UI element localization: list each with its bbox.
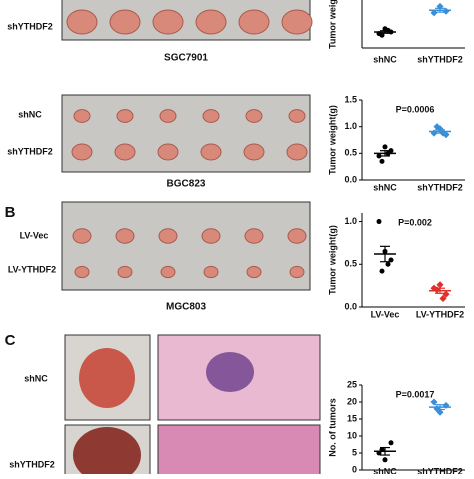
- x-tick-label: LV-Vec: [371, 309, 400, 319]
- tumor: [74, 265, 90, 279]
- tumor: [73, 109, 91, 123]
- caption: SGC7901: [164, 53, 208, 64]
- tumor: [109, 9, 141, 35]
- y-axis-label: Tumor weight(g): [327, 225, 337, 295]
- tumor: [289, 265, 305, 279]
- photo-bgc823: [61, 94, 311, 173]
- tumor: [243, 143, 265, 161]
- tumor-photos: [66, 9, 313, 279]
- tumor: [238, 9, 270, 35]
- data-point: [382, 144, 388, 150]
- tumor-nodule: [206, 352, 254, 392]
- tumor: [203, 265, 219, 279]
- photo-mgc803: [61, 201, 311, 291]
- data-point: [376, 153, 382, 159]
- tumor: [159, 109, 177, 123]
- x-tick-label: shYTHDF2: [417, 182, 463, 192]
- p-value: P=0.0006: [396, 104, 435, 114]
- p-value: P=0.002: [398, 217, 432, 227]
- y-tick-label: 0.0: [344, 301, 357, 311]
- tumor: [160, 265, 176, 279]
- tumor: [201, 228, 221, 244]
- photo-sgc7901: [61, 0, 311, 41]
- tumor: [72, 228, 92, 244]
- row-label: shYTHDF2: [7, 146, 53, 156]
- data-point: [388, 440, 394, 446]
- tumor: [71, 143, 93, 161]
- tumor: [202, 109, 220, 123]
- tumor: [244, 228, 264, 244]
- data-point: [439, 294, 447, 302]
- tumor: [157, 143, 179, 161]
- y-axis-label: No. of tumors: [327, 398, 337, 457]
- y-tick-label: 1.0: [344, 216, 357, 226]
- x-tick-label: shNC: [373, 182, 397, 192]
- tumor: [116, 109, 134, 123]
- y-tick-label: 1.5: [344, 94, 357, 104]
- row-label: LV-Vec: [20, 230, 49, 240]
- tumor: [286, 143, 308, 161]
- data-point: [382, 457, 388, 463]
- row-label: shNC: [18, 109, 42, 119]
- y-tick-label: 0.5: [344, 148, 357, 158]
- x-tick-label: shNC: [373, 466, 397, 474]
- caption: BGC823: [167, 179, 206, 190]
- y-tick-label: 20: [347, 396, 357, 406]
- tumor: [246, 265, 262, 279]
- tumor: [114, 143, 136, 161]
- y-tick-label: 10: [347, 430, 357, 440]
- tumor: [200, 143, 222, 161]
- row-label: shNC: [24, 373, 48, 383]
- histology-shythdf2: [157, 424, 321, 478]
- x-tick-label: shNC: [373, 54, 397, 64]
- tumor: [281, 9, 313, 35]
- y-tick-label: 0.0: [344, 174, 357, 184]
- data-point: [379, 32, 385, 38]
- tumor: [115, 228, 135, 244]
- y-tick-label: 25: [347, 379, 357, 389]
- lung: [73, 427, 141, 479]
- tumor: [66, 9, 98, 35]
- data-point: [430, 398, 438, 406]
- data-point: [442, 290, 450, 298]
- y-tick-label: 1.0: [344, 121, 357, 131]
- tumor: [287, 228, 307, 244]
- y-tick-label: 0: [352, 464, 357, 474]
- tumor: [152, 9, 184, 35]
- p-value: P=0.0017: [396, 389, 435, 399]
- row-label: shYTHDF2: [7, 21, 53, 31]
- data-point: [436, 281, 444, 289]
- data-point: [379, 158, 385, 164]
- caption: MGC803: [166, 302, 206, 313]
- data-point: [385, 261, 391, 267]
- lung: [79, 348, 135, 408]
- row-label: LV-YTHDF2: [8, 264, 56, 274]
- tumor: [195, 9, 227, 35]
- tumor: [158, 228, 178, 244]
- y-axis-label: Tumor weig: [327, 0, 337, 49]
- tumor: [245, 109, 263, 123]
- y-tick-label: 0.5: [344, 259, 357, 269]
- y-axis-label: Tumor weight(g): [327, 105, 337, 175]
- y-tick-label: 5: [352, 447, 357, 457]
- panel-letter: C: [5, 332, 16, 349]
- data-point: [442, 401, 450, 409]
- y-tick-label: 15: [347, 413, 357, 423]
- data-point: [376, 219, 382, 225]
- x-tick-label: shYTHDF2: [417, 54, 463, 64]
- x-tick-label: shYTHDF2: [417, 466, 463, 474]
- tumor: [288, 109, 306, 123]
- data-point: [433, 123, 441, 131]
- x-tick-label: LV-YTHDF2: [416, 309, 464, 319]
- data-point: [379, 268, 385, 274]
- tumor: [117, 265, 133, 279]
- panel-letter: B: [5, 204, 16, 221]
- row-label: shYTHDF2: [9, 459, 55, 469]
- data-point: [430, 9, 438, 17]
- data-point: [442, 7, 450, 15]
